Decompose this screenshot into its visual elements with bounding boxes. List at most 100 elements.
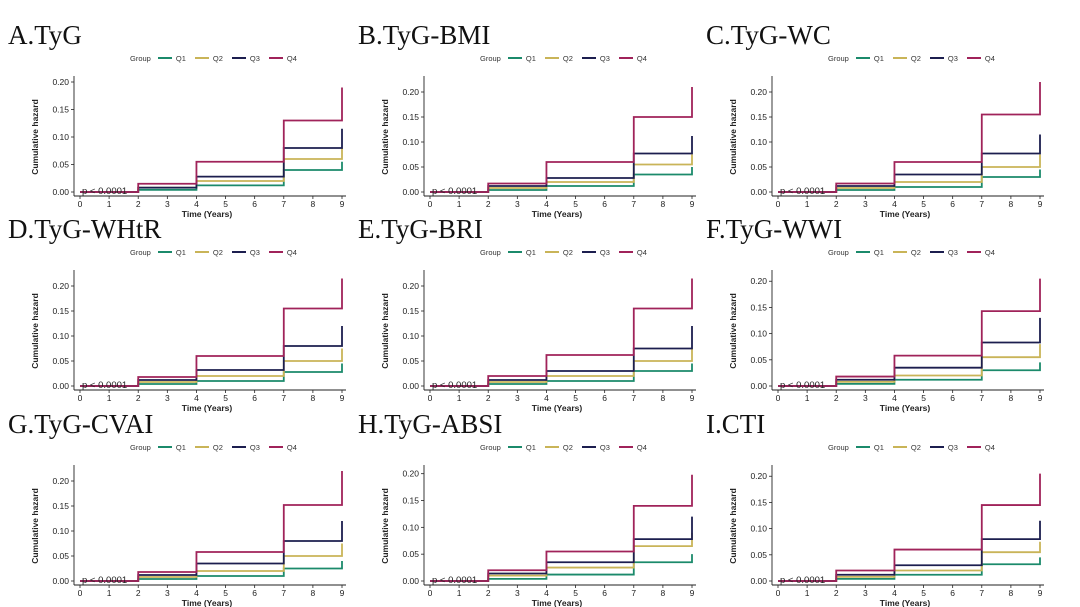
y-tick-label: 0.10 — [750, 329, 767, 339]
legend-item: Q4 — [268, 248, 297, 257]
legend-swatch — [157, 446, 172, 448]
x-tick-label: 5 — [573, 393, 578, 403]
x-tick-label: 2 — [136, 588, 141, 598]
legend-swatch — [268, 57, 283, 59]
x-tick-label: 4 — [194, 588, 199, 598]
x-tick-label: 8 — [661, 199, 666, 209]
legend-item: Q3 — [929, 248, 958, 257]
legend-item: Q4 — [966, 54, 995, 63]
x-tick-label: 9 — [1038, 588, 1043, 598]
y-tick-label: 0.05 — [750, 162, 767, 172]
x-axis-title: Time (Years) — [532, 598, 583, 607]
series-line-q3 — [778, 520, 1041, 582]
y-tick-label: 0.00 — [402, 187, 419, 197]
chart-panel: B.TyG-BMI Group Q1 Q2 Q3 Q4 0 1 2 3 4 5 6 7 8 9 0.00 0.05… — [350, 6, 700, 219]
x-tick-label: 6 — [602, 199, 607, 209]
legend-swatch — [892, 57, 907, 59]
legend-swatch — [966, 446, 981, 448]
x-tick-label: 8 — [311, 393, 316, 403]
chart-title: G.TyG-CVAI — [8, 409, 154, 439]
legend-item: Q1 — [157, 247, 186, 257]
y-axis-title: Cumulative hazard — [380, 488, 390, 564]
x-tick-label: 0 — [78, 588, 83, 598]
legend-swatch — [966, 57, 981, 59]
p-value-label: p < 0.0001 — [82, 186, 127, 197]
y-tick-label: 0.15 — [402, 496, 419, 506]
x-tick-label: 3 — [165, 199, 170, 209]
legend-label: Q2 — [910, 442, 921, 452]
legend-label: Q3 — [249, 53, 260, 63]
x-tick-label: 0 — [78, 199, 83, 209]
x-tick-label: 9 — [1038, 199, 1043, 209]
legend-label: Q2 — [562, 53, 573, 63]
x-tick-label: 6 — [950, 393, 955, 403]
legend-swatch — [544, 57, 559, 59]
legend-label: Q2 — [212, 53, 223, 63]
y-tick-label: 0.15 — [402, 306, 419, 316]
x-axis-title: Time (Years) — [880, 403, 931, 413]
series-line-q4 — [80, 278, 343, 387]
y-tick-label: 0.20 — [52, 77, 69, 87]
legend-item: Q2 — [194, 247, 223, 257]
chart-panel: I.CTI Group Q1 Q2 Q3 Q4 0 1 2 3 4 5 6 7 8 9 0.00 0.05 0.10… — [698, 395, 1048, 607]
x-tick-label: 3 — [863, 199, 868, 209]
x-tick-label: 8 — [1009, 588, 1014, 598]
chart-panel: A.TyG Group Q1 Q2 Q3 Q4 0 1 2 3 4 5 6 7 8 9 0.00 0.05 0.10… — [0, 6, 350, 219]
series-line-q4 — [430, 474, 693, 582]
legend-item: Q3 — [231, 53, 260, 63]
legend-item: Q3 — [231, 248, 260, 257]
x-tick-label: 7 — [281, 588, 286, 598]
legend-swatch — [581, 251, 596, 253]
x-tick-label: 4 — [892, 199, 897, 209]
legend-label: Q1 — [175, 247, 186, 257]
legend-item: Q3 — [581, 53, 610, 63]
legend-swatch — [855, 57, 870, 59]
x-tick-label: 8 — [661, 588, 666, 598]
legend-swatch — [544, 251, 559, 253]
legend-item: Q1 — [157, 443, 186, 452]
legend-label: Q3 — [947, 53, 958, 63]
y-tick-label: 0.10 — [52, 331, 69, 341]
legend-item: Q3 — [581, 248, 610, 257]
series-line-q4 — [778, 473, 1041, 582]
y-tick-label: 0.05 — [402, 356, 419, 366]
legend: Group Q1 Q2 Q3 Q4 — [828, 246, 1004, 258]
plot-area: 0 1 2 3 4 5 6 7 8 9 0.00 0.05 0.10 0.15 0.20 Time (Year… — [728, 465, 1044, 607]
x-tick-label: 6 — [252, 199, 257, 209]
y-tick-label: 0.10 — [402, 331, 419, 341]
y-axis-title: Cumulative hazard — [728, 488, 738, 564]
legend-item: Q3 — [231, 442, 260, 452]
legend-item: Q4 — [618, 54, 647, 63]
legend-swatch — [507, 57, 522, 59]
x-tick-label: 0 — [78, 393, 83, 403]
legend-swatch — [892, 446, 907, 448]
chart-panel: H.TyG-ABSI Group Q1 Q2 Q3 Q4 0 1 2 3 4 5 6 7 8 9 0.00 0.0… — [350, 395, 700, 607]
series-line-q3 — [430, 326, 693, 387]
legend-item: Q1 — [157, 54, 186, 63]
legend-swatch — [268, 446, 283, 448]
x-tick-label: 3 — [863, 393, 868, 403]
legend-label: Q3 — [599, 53, 610, 63]
x-tick-label: 3 — [863, 588, 868, 598]
legend-item: Q2 — [544, 443, 573, 452]
plot-area: 0 1 2 3 4 5 6 7 8 9 0.00 0.05 0.10 0.15 0.20 Time (Year… — [30, 270, 346, 413]
legend-label: Q1 — [525, 442, 536, 452]
y-tick-label: 0.00 — [52, 187, 69, 197]
legend-swatch — [231, 57, 246, 59]
legend-title: Group — [480, 442, 501, 452]
y-tick-label: 0.05 — [52, 160, 69, 170]
series-line-q4 — [430, 87, 693, 193]
x-tick-label: 4 — [194, 393, 199, 403]
y-tick-label: 0.10 — [402, 522, 419, 532]
x-tick-label: 0 — [428, 393, 433, 403]
legend-item: Q2 — [544, 248, 573, 257]
x-tick-label: 4 — [544, 199, 549, 209]
x-tick-label: 9 — [690, 199, 695, 209]
x-tick-label: 5 — [921, 199, 926, 209]
y-tick-label: 0.20 — [402, 281, 419, 291]
legend-item: Q1 — [507, 442, 536, 452]
y-tick-label: 0.15 — [52, 105, 69, 115]
legend-label: Q3 — [249, 442, 260, 452]
legend-label: Q2 — [212, 247, 223, 257]
x-tick-label: 4 — [194, 199, 199, 209]
